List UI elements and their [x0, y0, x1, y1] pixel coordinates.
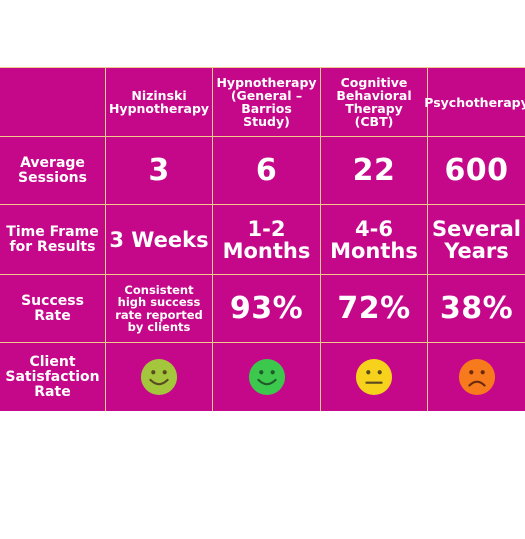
cell-timeframe-hypnotherapy: 1-2 Months — [213, 205, 321, 275]
cell-success-nizinski: Consistent high success rate reported by… — [106, 275, 213, 343]
cell-timeframe-cbt: 4-6 Months — [321, 205, 428, 275]
header-empty-cell — [0, 68, 106, 137]
smiley-face-icon — [248, 358, 285, 396]
cell-success-hypnotherapy: 93% — [213, 275, 321, 343]
neutral-face-icon — [355, 358, 393, 396]
cell-success-psychotherapy: 38% — [428, 275, 525, 343]
header-cbt: Cognitive Behavioral Therapy (CBT) — [321, 68, 428, 137]
header-psychotherapy: Psychotherapy — [424, 68, 525, 137]
frowning-face-icon — [458, 358, 495, 396]
row-label-success-rate: Success Rate — [0, 275, 106, 343]
cell-satisfaction-nizinski — [106, 343, 213, 411]
smiley-face-icon — [140, 358, 178, 396]
comparison-table: Nizinski Hypnotherapy Hypnotherapy (Gene… — [0, 67, 525, 411]
cell-timeframe-psychotherapy: Several Years — [428, 205, 525, 275]
cell-satisfaction-cbt — [321, 343, 428, 411]
cell-satisfaction-hypnotherapy — [213, 343, 321, 411]
header-nizinski-hypnotherapy: Nizinski Hypnotherapy — [106, 68, 213, 137]
cell-sessions-nizinski: 3 — [106, 137, 213, 205]
cell-success-cbt: 72% — [321, 275, 428, 343]
cell-sessions-cbt: 22 — [321, 137, 428, 205]
header-hypnotherapy-general: Hypnotherapy (General – Barrios Study) — [213, 68, 321, 137]
row-label-average-sessions: Average Sessions — [0, 137, 106, 205]
cell-sessions-hypnotherapy: 6 — [213, 137, 321, 205]
cell-timeframe-nizinski: 3 Weeks — [106, 205, 213, 275]
cell-sessions-psychotherapy: 600 — [428, 137, 525, 205]
row-label-client-satisfaction: Client Satisfaction Rate — [0, 343, 106, 411]
row-label-time-frame: Time Frame for Results — [0, 205, 106, 275]
cell-satisfaction-psychotherapy — [428, 343, 525, 411]
